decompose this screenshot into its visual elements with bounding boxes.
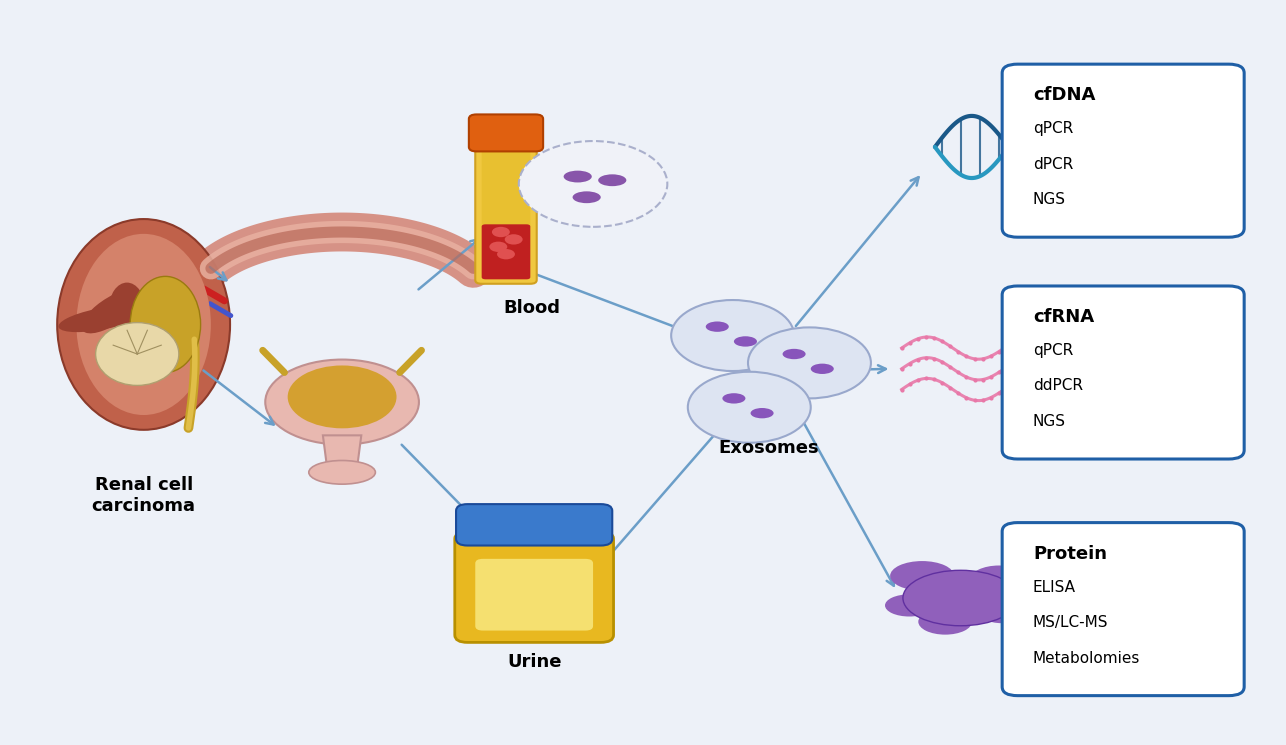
Circle shape	[748, 327, 871, 399]
Text: NGS: NGS	[1033, 414, 1066, 429]
Ellipse shape	[265, 360, 419, 445]
Ellipse shape	[598, 174, 626, 186]
Ellipse shape	[885, 595, 934, 617]
FancyBboxPatch shape	[457, 504, 612, 545]
Ellipse shape	[706, 322, 729, 332]
Ellipse shape	[970, 565, 1028, 594]
Ellipse shape	[890, 561, 954, 591]
Text: Urine: Urine	[507, 653, 562, 671]
Ellipse shape	[563, 171, 592, 183]
Ellipse shape	[783, 349, 805, 359]
Ellipse shape	[109, 282, 145, 335]
Text: Protein: Protein	[1033, 545, 1107, 562]
Ellipse shape	[76, 234, 211, 415]
Ellipse shape	[918, 609, 972, 635]
FancyBboxPatch shape	[476, 136, 536, 284]
FancyBboxPatch shape	[476, 559, 593, 630]
Circle shape	[504, 234, 522, 244]
FancyBboxPatch shape	[482, 224, 530, 279]
Ellipse shape	[979, 600, 1025, 623]
FancyBboxPatch shape	[1002, 522, 1244, 696]
Text: NGS: NGS	[1033, 192, 1066, 207]
Ellipse shape	[751, 408, 774, 419]
Text: qPCR: qPCR	[1033, 343, 1073, 358]
Text: MS/LC-MS: MS/LC-MS	[1033, 615, 1109, 630]
Ellipse shape	[57, 219, 230, 430]
Text: cfDNA: cfDNA	[1033, 86, 1096, 104]
FancyBboxPatch shape	[469, 115, 543, 151]
Ellipse shape	[734, 336, 757, 346]
Ellipse shape	[95, 323, 179, 385]
FancyBboxPatch shape	[455, 531, 613, 642]
Text: qPCR: qPCR	[1033, 121, 1073, 136]
Ellipse shape	[903, 571, 1019, 626]
Ellipse shape	[309, 460, 376, 484]
Ellipse shape	[810, 364, 833, 374]
Circle shape	[688, 372, 810, 443]
Circle shape	[496, 249, 514, 259]
Circle shape	[671, 300, 793, 371]
Text: cfRNA: cfRNA	[1033, 308, 1094, 326]
Ellipse shape	[288, 366, 396, 428]
Text: ddPCR: ddPCR	[1033, 378, 1083, 393]
Circle shape	[518, 141, 667, 226]
Text: Exosomes: Exosomes	[718, 439, 819, 457]
FancyBboxPatch shape	[1002, 64, 1244, 237]
Circle shape	[493, 226, 509, 237]
Text: ELISA: ELISA	[1033, 580, 1076, 595]
Text: dPCR: dPCR	[1033, 156, 1073, 171]
FancyBboxPatch shape	[482, 143, 530, 229]
Circle shape	[490, 241, 507, 252]
Polygon shape	[323, 435, 361, 465]
Text: Metabolomies: Metabolomies	[1033, 650, 1141, 665]
FancyBboxPatch shape	[1002, 286, 1244, 459]
Ellipse shape	[81, 289, 140, 333]
Text: Renal cell
carcinoma: Renal cell carcinoma	[91, 476, 195, 515]
Ellipse shape	[723, 393, 746, 404]
Ellipse shape	[572, 191, 601, 203]
Ellipse shape	[113, 289, 172, 333]
Ellipse shape	[111, 305, 195, 332]
Ellipse shape	[130, 276, 201, 372]
Ellipse shape	[58, 305, 144, 332]
Text: Blood: Blood	[503, 299, 561, 317]
